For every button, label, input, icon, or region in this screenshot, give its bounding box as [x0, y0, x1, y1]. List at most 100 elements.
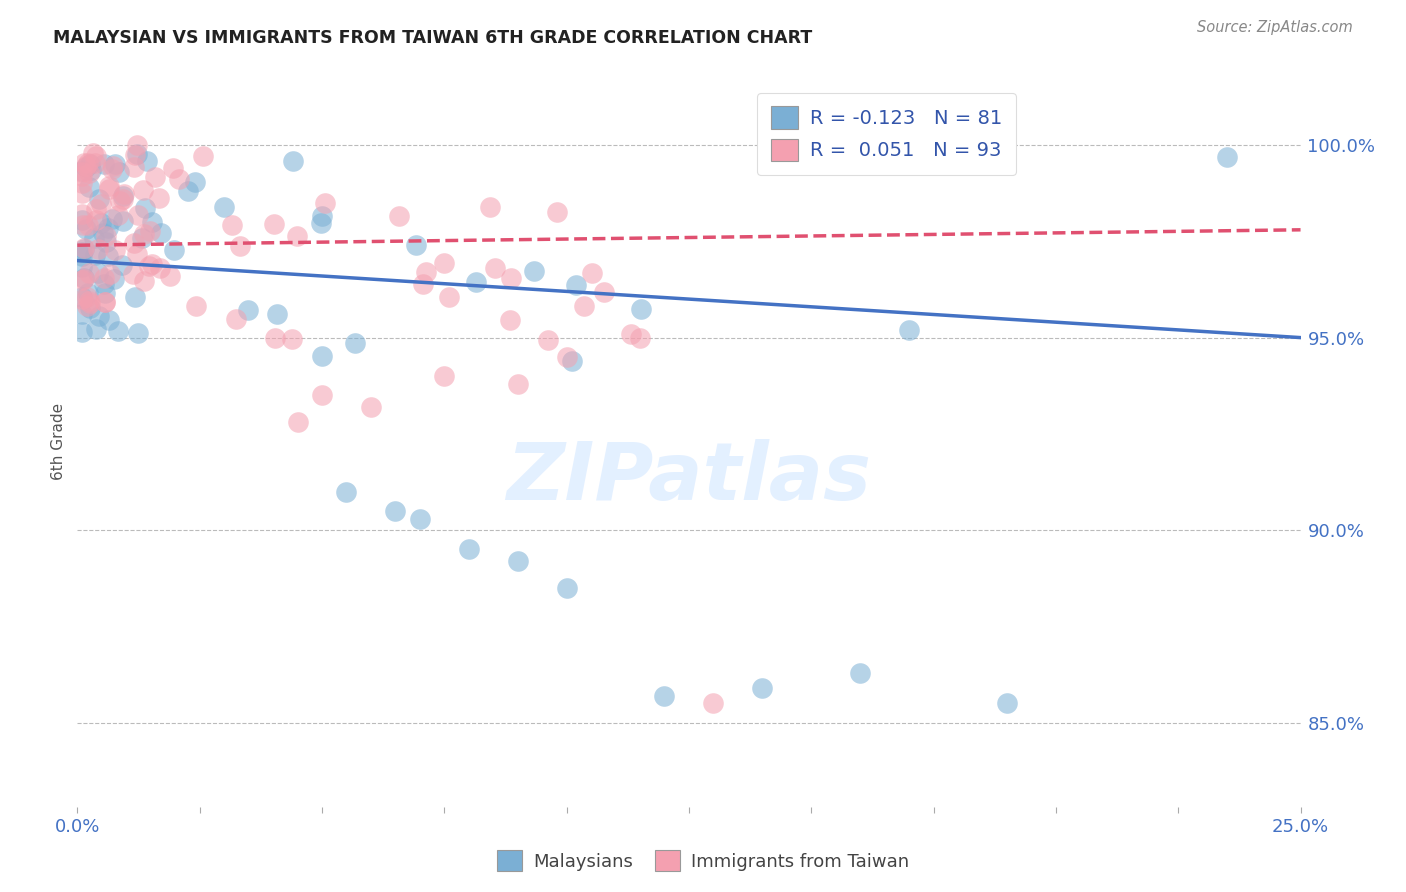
Point	[111, 214, 134, 228]
Point	[384, 504, 406, 518]
Point	[82, 145, 104, 160]
Point	[335, 484, 357, 499]
Point	[75, 161, 97, 175]
Point	[287, 415, 309, 429]
Point	[73, 270, 96, 285]
Point	[360, 400, 382, 414]
Point	[125, 247, 148, 261]
Point	[457, 542, 479, 557]
Point	[93, 286, 115, 301]
Point	[131, 183, 153, 197]
Point	[93, 294, 115, 309]
Point	[77, 166, 100, 180]
Point	[412, 277, 434, 291]
Point	[572, 299, 595, 313]
Point	[1216, 150, 1239, 164]
Point	[177, 184, 200, 198]
Point	[314, 196, 336, 211]
Point	[80, 162, 103, 177]
Point	[506, 376, 529, 391]
Point	[73, 156, 96, 170]
Point	[70, 165, 93, 179]
Point	[593, 285, 616, 299]
Point	[98, 313, 121, 327]
Point	[77, 156, 100, 170]
Point	[263, 217, 285, 231]
Point	[84, 248, 107, 262]
Point	[83, 230, 105, 244]
Point	[141, 215, 163, 229]
Point	[127, 326, 149, 341]
Point	[344, 335, 367, 350]
Point	[131, 231, 153, 245]
Point	[97, 220, 120, 235]
Point	[141, 257, 163, 271]
Point	[972, 142, 994, 156]
Point	[84, 149, 107, 163]
Point	[388, 209, 411, 223]
Point	[124, 289, 146, 303]
Point	[70, 292, 93, 306]
Point	[134, 274, 156, 288]
Point	[72, 186, 94, 200]
Point	[97, 181, 120, 195]
Point	[91, 226, 114, 240]
Point	[148, 260, 170, 275]
Point	[523, 264, 546, 278]
Point	[751, 681, 773, 695]
Point	[79, 266, 101, 280]
Point	[84, 212, 107, 227]
Point	[70, 207, 93, 221]
Point	[546, 204, 568, 219]
Point	[104, 243, 127, 257]
Point	[101, 162, 124, 177]
Point	[138, 224, 160, 238]
Point	[75, 159, 97, 173]
Point	[76, 290, 98, 304]
Point	[134, 227, 156, 241]
Point	[87, 266, 110, 280]
Point	[93, 157, 115, 171]
Text: MALAYSIAN VS IMMIGRANTS FROM TAIWAN 6TH GRADE CORRELATION CHART: MALAYSIAN VS IMMIGRANTS FROM TAIWAN 6TH …	[53, 29, 813, 46]
Point	[108, 165, 131, 179]
Point	[70, 325, 93, 339]
Point	[98, 179, 121, 194]
Point	[73, 241, 96, 255]
Point	[236, 303, 259, 318]
Point	[97, 249, 120, 263]
Point	[555, 350, 578, 364]
Point	[415, 265, 437, 279]
Point	[148, 191, 170, 205]
Point	[70, 249, 93, 263]
Point	[111, 258, 134, 272]
Point	[191, 149, 214, 163]
Point	[124, 161, 146, 175]
Point	[281, 332, 304, 346]
Point	[702, 696, 724, 710]
Point	[121, 268, 143, 282]
Point	[79, 294, 101, 309]
Point	[84, 202, 107, 217]
Point	[90, 197, 112, 211]
Point	[122, 235, 145, 250]
Point	[506, 554, 529, 568]
Point	[70, 213, 93, 227]
Point	[162, 161, 184, 175]
Point	[93, 277, 115, 291]
Point	[484, 261, 506, 276]
Point	[73, 272, 96, 286]
Point	[86, 242, 108, 256]
Point	[77, 180, 100, 194]
Point	[79, 296, 101, 310]
Point	[77, 286, 100, 301]
Point	[70, 164, 93, 178]
Point	[409, 511, 432, 525]
Point	[309, 216, 332, 230]
Point	[630, 302, 652, 317]
Point	[70, 177, 93, 191]
Point	[433, 369, 456, 384]
Point	[84, 322, 107, 336]
Point	[479, 200, 502, 214]
Point	[107, 324, 129, 338]
Point	[127, 208, 149, 222]
